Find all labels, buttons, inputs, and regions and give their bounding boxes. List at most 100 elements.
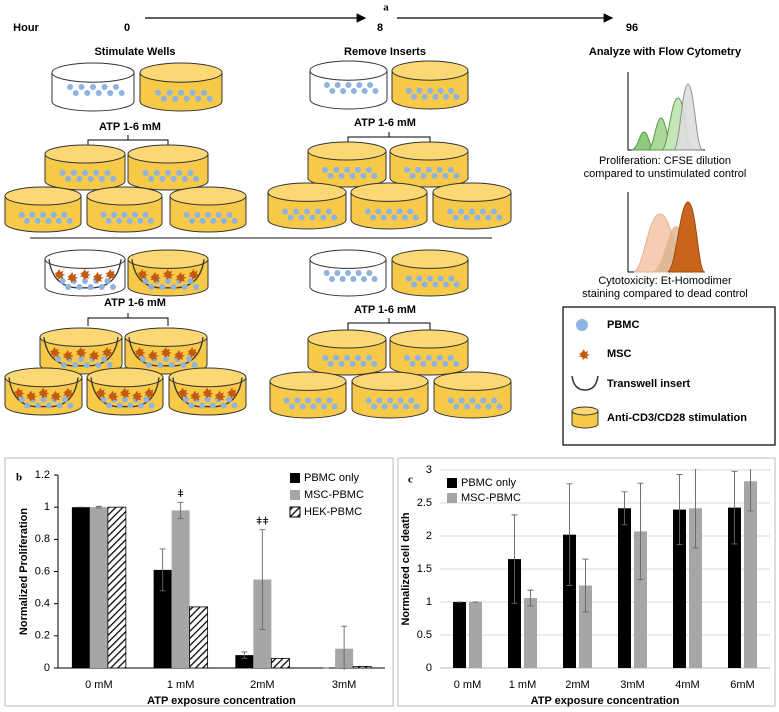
pbmc-cell — [432, 281, 439, 288]
pbmc-cell — [437, 87, 444, 94]
pbmc-cell — [427, 275, 433, 282]
pbmc-cell — [132, 211, 138, 218]
error-bar — [259, 529, 266, 630]
pbmc-cell — [166, 89, 173, 96]
pbmc-cell — [329, 276, 336, 282]
legend-label: PBMC only — [461, 477, 517, 489]
bar — [107, 506, 127, 669]
legend-label: PBMC — [607, 319, 639, 331]
well-top — [391, 60, 469, 81]
bar — [634, 531, 647, 668]
msc-cell — [187, 346, 199, 358]
y-tick-label: 1 — [44, 501, 50, 513]
bracket — [87, 313, 169, 326]
pbmc-cell — [464, 403, 471, 410]
well — [168, 367, 247, 416]
well-top — [44, 249, 126, 269]
pbmc-cell — [78, 84, 85, 90]
well — [389, 329, 469, 376]
legend-swatch — [289, 506, 301, 518]
label: Remove Inserts — [344, 46, 426, 58]
pbmc-cell — [344, 166, 350, 173]
error-bar-line — [95, 505, 102, 509]
label: a — [383, 2, 389, 14]
well-top — [433, 371, 512, 391]
well-top — [127, 144, 209, 164]
pbmc-cell — [381, 403, 388, 410]
msc-cell — [214, 390, 226, 402]
pbmc-cell — [93, 169, 100, 176]
pbmc-cell — [189, 89, 196, 96]
well-top — [432, 182, 512, 202]
legend-swatch — [447, 493, 457, 503]
pbmc-cell — [436, 166, 443, 173]
error-bar — [341, 625, 348, 670]
pbmc-cell — [50, 211, 57, 218]
pbmc-cell — [453, 281, 460, 288]
msc-cell — [49, 346, 61, 358]
pbmc-cell — [111, 211, 117, 218]
well — [169, 186, 247, 233]
msc-cell — [150, 271, 162, 283]
x-tick-label: 0 mM — [454, 679, 482, 691]
transwell-insert — [131, 259, 205, 289]
error-bar — [527, 589, 534, 607]
well-top — [86, 367, 164, 388]
pbmc-cell — [40, 211, 46, 218]
error-bar-line — [731, 470, 738, 545]
pbmc-cell — [376, 397, 383, 404]
error-bar-line — [241, 651, 248, 659]
pbmc-cell — [283, 397, 290, 404]
pbmc-cell — [104, 278, 111, 284]
well-body — [51, 72, 135, 112]
pbmc-cell — [194, 211, 201, 218]
pbmc-cell — [35, 402, 42, 409]
pbmc-cell — [458, 208, 465, 215]
pbmc-cell — [226, 396, 233, 403]
x-tick-label: 3mM — [620, 679, 644, 691]
pbmc-cell — [326, 397, 333, 404]
pbmc-cell — [104, 169, 111, 176]
pbmc-cell — [411, 93, 418, 100]
pbmc-cell — [76, 284, 83, 290]
well — [44, 249, 126, 297]
msc-cell — [174, 349, 186, 361]
histogram-cytotoxicity — [627, 192, 706, 273]
pbmc-cell — [442, 360, 449, 367]
pbmc-cell — [45, 217, 52, 224]
y-tick-label: 0.8 — [35, 533, 50, 545]
y-tick-label: 0 — [426, 662, 432, 674]
pbmc-cell — [463, 214, 470, 221]
pbmc-cell — [45, 402, 52, 409]
msc-cell — [579, 349, 590, 360]
pbmc-cell — [431, 172, 438, 179]
pbmc-cell — [372, 88, 379, 94]
msc-cell — [134, 346, 146, 358]
error-bar — [676, 474, 683, 546]
pbmc-cell — [427, 87, 433, 94]
pbmc-cell — [82, 278, 88, 284]
pbmc-cell — [391, 214, 398, 221]
pbmc-cell — [220, 217, 227, 224]
pbmc-cell — [105, 217, 112, 224]
pbmc-cell — [18, 211, 25, 218]
bar — [171, 510, 190, 668]
pbmc-cell — [78, 356, 84, 362]
y-axis-label: Normalized Proliferation — [18, 508, 30, 635]
well-top — [309, 249, 387, 269]
pbmc-cell — [432, 93, 439, 100]
pbmc-cell — [416, 87, 423, 94]
pbmc-cell — [442, 172, 449, 179]
pbmc-cell — [333, 354, 340, 361]
label: 0 — [124, 22, 130, 34]
pbmc-cell — [320, 214, 327, 221]
legend-well-top — [571, 406, 599, 416]
pbmc-cell — [329, 88, 336, 94]
pbmc-cell — [469, 397, 476, 404]
pbmc-cell — [415, 354, 422, 361]
transwell-insert — [128, 337, 204, 367]
error-bar — [621, 491, 628, 526]
legend-insert — [571, 375, 599, 391]
pbmc-cell — [193, 175, 199, 182]
well — [351, 371, 429, 419]
